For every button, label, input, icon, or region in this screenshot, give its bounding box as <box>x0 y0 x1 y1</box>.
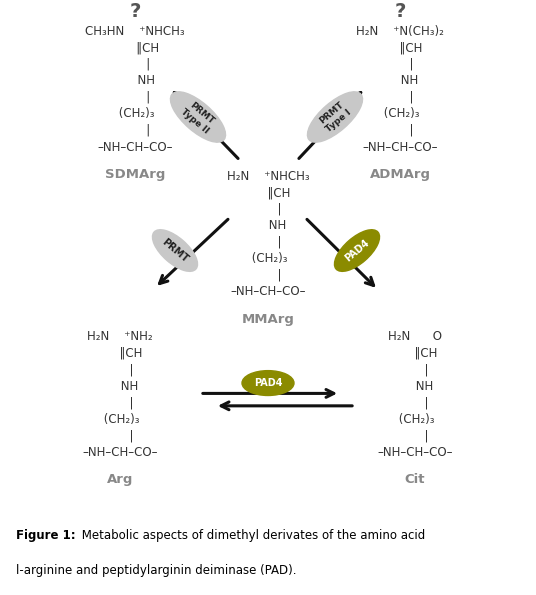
Text: |: | <box>387 124 413 137</box>
Text: |: | <box>255 203 281 215</box>
Text: PRMT: PRMT <box>160 237 190 264</box>
Text: (CH₂)₃: (CH₂)₃ <box>100 413 140 426</box>
Text: –NH–CH–CO–: –NH–CH–CO– <box>230 286 306 299</box>
Ellipse shape <box>170 92 226 142</box>
Text: –NH–CH–CO–: –NH–CH–CO– <box>362 140 438 154</box>
Text: |: | <box>120 91 150 104</box>
Text: (CH₂)₃: (CH₂)₃ <box>395 413 435 426</box>
Text: H₂N    ⁺N(CH₃)₂: H₂N ⁺N(CH₃)₂ <box>356 24 444 37</box>
Text: –NH–CH–CO–: –NH–CH–CO– <box>377 446 453 459</box>
Ellipse shape <box>152 230 198 271</box>
Text: ‖CH: ‖CH <box>110 41 160 54</box>
Text: |: | <box>107 363 133 376</box>
Text: |: | <box>387 91 413 104</box>
Text: Metabolic aspects of dimethyl derivates of the amino acid: Metabolic aspects of dimethyl derivates … <box>78 530 425 542</box>
Text: ?: ? <box>394 2 406 21</box>
Text: |: | <box>107 396 133 409</box>
Text: |: | <box>107 430 133 442</box>
Text: NH: NH <box>250 219 286 232</box>
Text: ‖CH: ‖CH <box>377 41 423 54</box>
Text: NH: NH <box>382 74 418 87</box>
Text: ‖CH: ‖CH <box>392 346 438 359</box>
Text: PRMT
Type I: PRMT Type I <box>317 100 353 134</box>
Text: ‖CH: ‖CH <box>245 186 291 199</box>
Text: H₂N    ⁺NH₂: H₂N ⁺NH₂ <box>87 330 153 343</box>
Text: l-arginine and peptidylarginin deiminase (PAD).: l-arginine and peptidylarginin deiminase… <box>16 564 296 577</box>
Text: ?: ? <box>129 2 140 21</box>
Text: NH: NH <box>115 74 155 87</box>
Text: |: | <box>402 430 428 442</box>
Text: H₂N      O: H₂N O <box>388 330 442 343</box>
Text: (CH₂)₃: (CH₂)₃ <box>380 107 420 120</box>
Text: |: | <box>120 124 150 137</box>
Text: NH: NH <box>397 380 433 393</box>
Text: (CH₂)₃: (CH₂)₃ <box>115 107 155 120</box>
Text: Arg: Arg <box>107 473 133 486</box>
Text: NH: NH <box>102 380 138 393</box>
Ellipse shape <box>308 92 362 142</box>
Text: PAD4: PAD4 <box>254 378 282 388</box>
Text: |: | <box>255 269 281 282</box>
Text: –NH–CH–CO–: –NH–CH–CO– <box>82 446 158 459</box>
Ellipse shape <box>242 371 294 396</box>
Text: H₂N    ⁺NHCH₃: H₂N ⁺NHCH₃ <box>227 170 309 183</box>
Text: SDMArg: SDMArg <box>105 168 165 181</box>
Text: MMArg: MMArg <box>242 312 294 325</box>
Text: |: | <box>120 58 150 71</box>
Text: |: | <box>402 363 428 376</box>
Text: –NH–CH–CO–: –NH–CH–CO– <box>97 140 173 154</box>
Text: CH₃HN    ⁺NHCH₃: CH₃HN ⁺NHCH₃ <box>85 24 185 37</box>
Text: (CH₂)₃: (CH₂)₃ <box>248 252 288 265</box>
Text: Figure 1:: Figure 1: <box>16 530 76 542</box>
Text: PRMT
Type II: PRMT Type II <box>179 99 217 135</box>
Text: |: | <box>402 396 428 409</box>
Text: ADMArg: ADMArg <box>369 168 430 181</box>
Ellipse shape <box>334 230 379 271</box>
Text: |: | <box>387 58 413 71</box>
Text: |: | <box>255 236 281 249</box>
Text: Cit: Cit <box>405 473 425 486</box>
Text: PAD4: PAD4 <box>343 237 371 264</box>
Text: ‖CH: ‖CH <box>98 346 143 359</box>
